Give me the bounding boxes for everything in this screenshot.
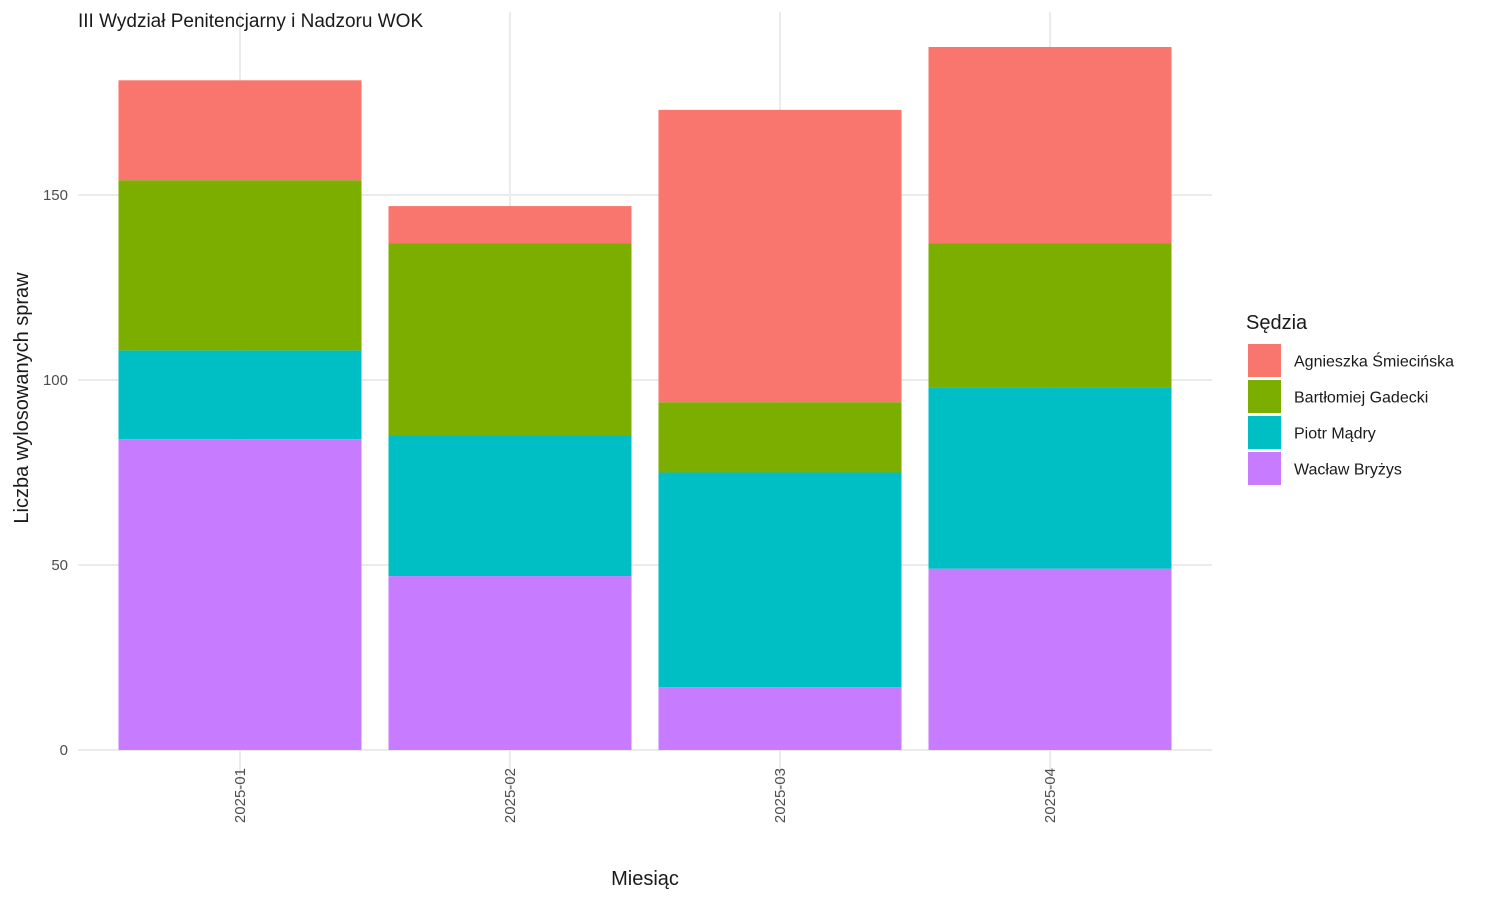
bar-segment [928,243,1172,388]
legend-key [1248,452,1281,485]
legend: Sędzia Agnieszka Śmiecińska Bartłomiej Ga… [1246,312,1454,485]
legend-key [1248,416,1281,449]
y-tick-label: 0 [60,742,68,759]
bar-segment [118,80,362,181]
bar-segment [118,350,362,440]
bar-segment [118,180,362,351]
x-tick-label: 2025-02 [502,768,519,823]
legend-label: Piotr Mądry [1294,426,1376,443]
y-tick-label: 50 [51,557,68,574]
legend-items: Agnieszka Śmiecińska Bartłomiej Gadecki Pi… [1248,344,1454,485]
x-tick-label: 2025-03 [772,768,789,823]
legend-title: Sędzia [1246,312,1308,334]
x-tick-label: 2025-01 [232,768,249,823]
legend-key [1248,380,1281,413]
legend-label: Wacław Bryżys [1294,462,1402,479]
bar-segment [658,687,902,750]
chart-title: III Wydział Penitencjarny i Nadzoru WOK [78,11,423,32]
bar-segment [118,439,362,750]
bar-segment [928,568,1172,750]
legend-label: Bartłomiej Gadecki [1294,390,1428,407]
bar-segment [388,206,632,244]
y-tick-label: 100 [43,372,68,389]
bar-segment [658,472,902,688]
bar-segment [928,387,1172,569]
y-axis-ticks: 0 50 100 150 [43,187,68,759]
bars [118,47,1172,750]
legend-key [1248,344,1281,377]
bar-segment [388,576,632,750]
bar-segment [658,402,902,473]
bar-segment [928,47,1172,244]
bar-segment [388,435,632,577]
x-tick-label: 2025-04 [1042,768,1059,823]
bar-segment [388,243,632,436]
y-axis-title: Liczba wylosowanych spraw [11,272,33,524]
bar-segment [658,109,902,403]
legend-label: Agnieszka Śmiecińska [1294,352,1454,371]
x-axis-ticks: 2025-01 2025-02 2025-03 2025-04 [232,768,1059,823]
y-tick-label: 150 [43,187,68,204]
x-axis-title: Miesiąc [611,868,679,890]
